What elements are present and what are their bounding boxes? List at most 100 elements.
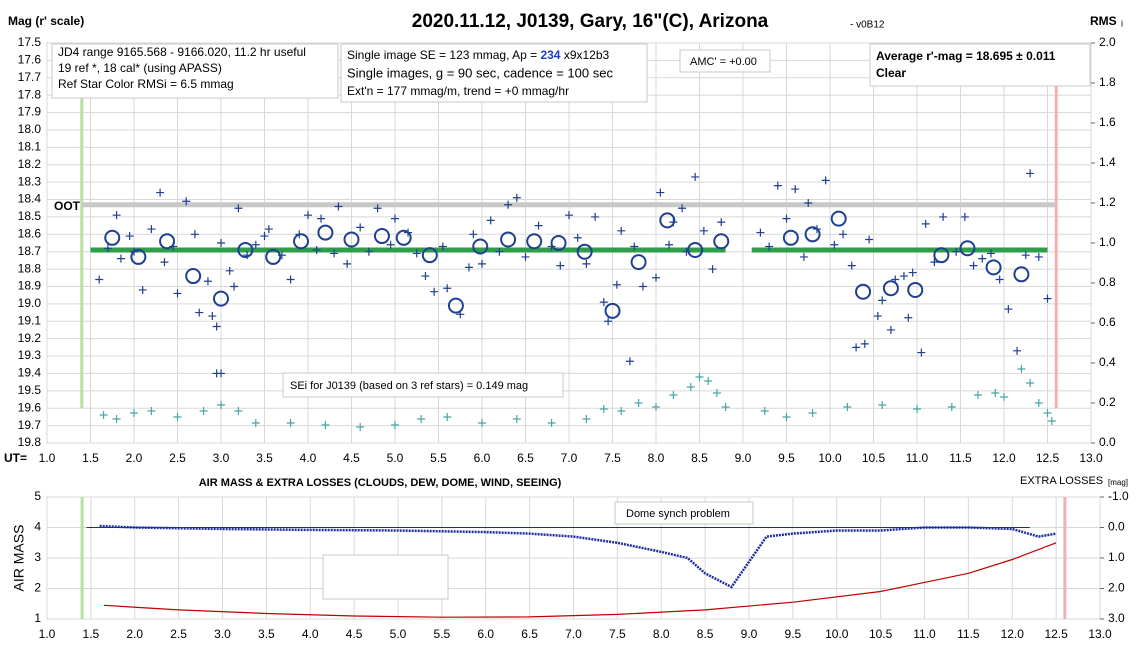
y-tick-label: 5	[34, 489, 41, 503]
image-point	[1047, 417, 1056, 425]
x-tick-label: 7.5	[604, 451, 621, 465]
average-point	[159, 233, 176, 250]
image-point	[1043, 294, 1052, 303]
x-tick-label: 9.5	[785, 627, 802, 641]
image-point	[878, 401, 887, 409]
y2-tick-label: 0.0	[1108, 520, 1125, 534]
x-tick-label: 8.5	[697, 627, 714, 641]
image-point	[286, 275, 295, 284]
average-text: Average r'-mag = 18.695 ± 0.011	[876, 49, 1056, 63]
chart-subtitle: - v0B12	[850, 20, 885, 31]
x-tick-label: 7.0	[561, 451, 578, 465]
x-tick-label: 6.0	[474, 451, 491, 465]
image-point	[708, 265, 717, 274]
image-point	[852, 343, 861, 352]
y-tick-label: 19.5	[18, 383, 42, 397]
image-point	[582, 415, 591, 423]
x-tick-label: 3.0	[213, 451, 230, 465]
image-point	[678, 204, 687, 213]
average-point	[373, 228, 390, 245]
image-point	[251, 240, 260, 249]
y-tick-label: 17.6	[18, 53, 42, 67]
x-tick-label: 11.0	[906, 451, 929, 465]
image-point	[321, 421, 330, 429]
image-point	[391, 421, 399, 429]
image-point	[686, 383, 695, 391]
x-tick-label: 6.0	[477, 627, 494, 641]
image-point	[547, 419, 556, 427]
x-tick-label: 9.5	[778, 451, 795, 465]
image-point	[830, 240, 839, 249]
x-tick-label: 10.5	[869, 627, 893, 641]
x-tick-label: 12.0	[992, 451, 1016, 465]
image-point	[343, 259, 352, 268]
series-line	[103, 542, 1057, 618]
x-tick-label: 6.5	[521, 627, 538, 641]
average-point	[604, 302, 621, 319]
image-point	[373, 204, 382, 213]
y-tick-label: 18.4	[18, 192, 42, 206]
image-point	[334, 202, 343, 211]
average-point	[104, 229, 121, 246]
image-point	[1026, 379, 1035, 387]
y-tick-label: 19.8	[18, 435, 42, 449]
y-tick-label: 3	[34, 550, 41, 564]
image-point	[704, 377, 713, 385]
y-tick-label: 18.1	[18, 140, 42, 154]
y2-tick-label: 1.8	[1099, 75, 1116, 89]
average-point	[713, 233, 730, 250]
x-tick-label: 4.5	[346, 627, 363, 641]
x-tick-label: 3.5	[256, 451, 273, 465]
image-point	[95, 275, 104, 284]
image-point	[804, 199, 813, 207]
info-text: Single image SE = 123 mmag, Ap = 234 x9x…	[347, 48, 610, 62]
image-point	[1013, 346, 1022, 355]
aperture: 234	[540, 48, 560, 62]
x-tick-label: 2.0	[126, 627, 143, 641]
average-point	[472, 238, 489, 255]
x-tick-label: 1.0	[39, 627, 56, 641]
info-text: x9x12b3	[560, 48, 609, 62]
image-point	[1000, 393, 1008, 401]
image-point	[116, 254, 125, 263]
y-tick-label: 19.3	[18, 348, 42, 362]
image-point	[978, 254, 987, 263]
image-point	[760, 407, 769, 415]
x-tick-label: 1.5	[82, 451, 99, 465]
x-tick-label: 3.5	[258, 627, 275, 641]
image-point	[125, 232, 134, 241]
image-point	[147, 407, 156, 415]
y-tick-label: 18.9	[18, 279, 42, 293]
x-tick-label: 8.0	[653, 627, 670, 641]
image-point	[638, 282, 647, 291]
average-point	[933, 247, 950, 264]
image-point	[782, 413, 791, 421]
image-point	[417, 415, 426, 423]
y2-axis-unit: [mag]	[1108, 478, 1128, 487]
average-point	[447, 297, 464, 314]
image-point	[582, 259, 591, 268]
image-point	[617, 226, 626, 235]
image-point	[421, 272, 430, 281]
image-point	[717, 218, 726, 227]
image-point	[821, 176, 830, 185]
image-point	[504, 200, 513, 209]
info-text: Ext'n = 177 mmag/m, trend = +0 mmag/hr	[347, 84, 569, 98]
y-tick-label: 18.3	[18, 174, 42, 188]
x-tick-label: 7.5	[609, 627, 626, 641]
image-point	[208, 312, 217, 321]
image-point	[839, 230, 848, 239]
image-point	[190, 230, 199, 239]
image-point	[721, 403, 730, 411]
image-point	[203, 277, 212, 286]
average-point	[130, 248, 147, 265]
image-point	[625, 357, 634, 366]
average-point	[907, 281, 924, 298]
average-point	[830, 210, 847, 227]
image-point	[969, 261, 978, 270]
image-point	[591, 212, 600, 221]
image-point	[604, 317, 613, 326]
image-point	[364, 247, 373, 256]
image-point	[486, 216, 495, 225]
image-point	[1004, 305, 1013, 314]
